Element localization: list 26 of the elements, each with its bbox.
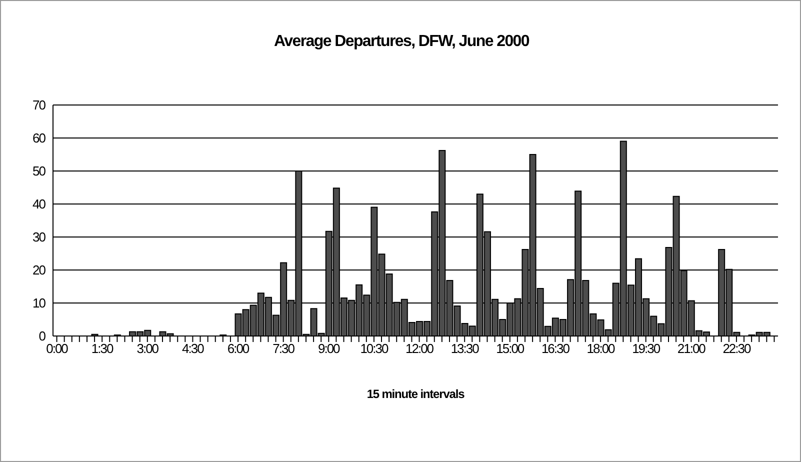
y-tick-label: 30: [32, 230, 46, 245]
y-tick-label: 60: [32, 130, 46, 146]
x-tick-label: 10:30: [360, 341, 388, 356]
x-axis-title: 15 minute intervals: [366, 387, 466, 401]
x-tick-label: 0:00: [46, 341, 68, 356]
x-tick-label: 9:00: [318, 341, 340, 356]
x-tick-label: 4:30: [182, 341, 204, 356]
x-tick-label: 15:00: [496, 341, 524, 356]
y-tick-label: 20: [32, 262, 46, 278]
y-tick-label: 50: [32, 164, 46, 179]
x-tick-label: 13:30: [450, 341, 480, 356]
x-tick-label: 1:30: [91, 341, 114, 356]
x-tick-label: 21:00: [677, 341, 706, 356]
y-tick-label: 10: [32, 296, 46, 311]
x-tick-label: 19:30: [632, 341, 660, 356]
x-tick-label: 16:30: [541, 341, 570, 356]
y-tick-label: 70: [32, 98, 46, 113]
x-tick-label: 18:00: [586, 341, 616, 356]
x-tick-label: 6:00: [227, 341, 250, 356]
y-tick-label: 40: [32, 196, 46, 212]
x-tick-label: 12:00: [406, 341, 434, 356]
y-tick-label: 0: [38, 328, 46, 344]
x-tick-label: 3:00: [136, 341, 159, 356]
chart-title: Average Departures, DFW, June 2000: [273, 33, 530, 51]
x-tick-label: 22:30: [722, 341, 751, 356]
x-tick-label: 7:30: [272, 341, 295, 356]
